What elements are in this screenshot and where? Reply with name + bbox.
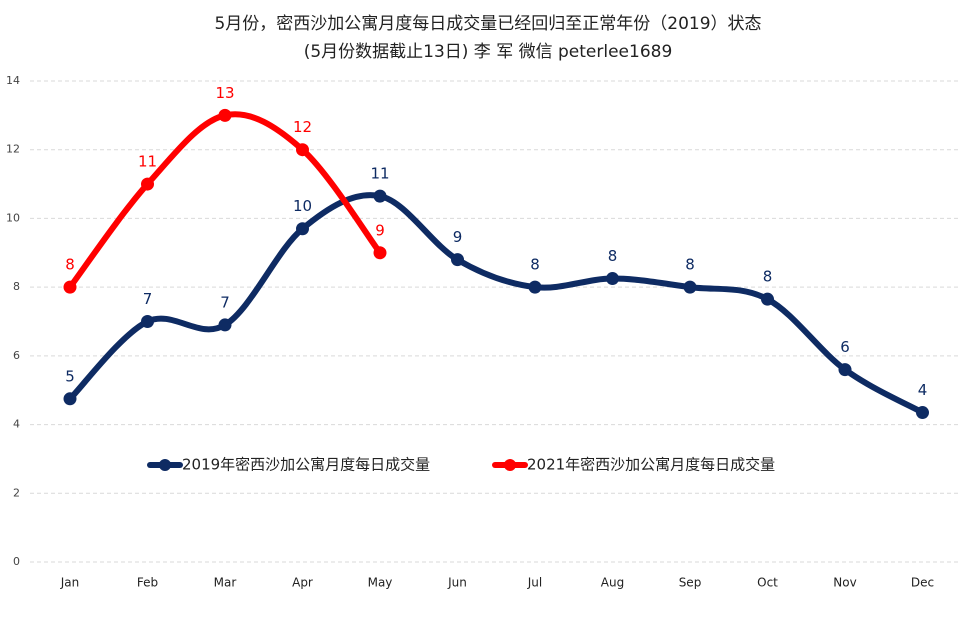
data-label: 8 — [685, 256, 695, 274]
x-tick-label: Sep — [679, 576, 702, 590]
data-label: 7 — [220, 293, 230, 311]
x-tick-label: Dec — [911, 576, 934, 590]
data-label: 12 — [293, 118, 312, 136]
data-point — [296, 222, 309, 236]
data-label: 8 — [763, 268, 773, 286]
data-point — [218, 318, 232, 332]
data-point — [63, 280, 77, 294]
x-tick-label: Oct — [757, 576, 778, 590]
chart-subtitle: (5月份数据截止13日) 李 军 微信 peterlee1689 — [304, 42, 673, 62]
data-label: 6 — [840, 338, 850, 356]
data-label: 5 — [65, 367, 75, 385]
data-point — [916, 406, 929, 420]
x-tick-label: Mar — [214, 576, 237, 590]
data-point — [683, 280, 697, 294]
x-tick-label: Nov — [833, 576, 856, 590]
y-tick-label: 6 — [13, 349, 20, 362]
x-tick-label: Aug — [601, 576, 624, 590]
legend-marker — [504, 459, 516, 471]
data-point — [141, 177, 154, 191]
legend-label: 2021年密西沙加公寓月度每日成交量 — [527, 456, 775, 474]
data-label: 8 — [530, 256, 540, 274]
y-tick-label: 8 — [13, 280, 20, 293]
data-label: 8 — [65, 256, 75, 274]
data-label: 11 — [370, 165, 389, 183]
y-tick-label: 0 — [13, 555, 20, 568]
data-label: 8 — [608, 247, 618, 265]
data-label: 7 — [143, 290, 153, 308]
legend-marker — [159, 459, 171, 471]
y-tick-label: 2 — [13, 486, 20, 499]
data-point — [761, 292, 774, 306]
y-tick-label: 4 — [13, 418, 20, 431]
data-label: 13 — [215, 84, 234, 102]
data-label: 4 — [918, 381, 928, 399]
x-tick-label: Apr — [292, 576, 313, 590]
y-tick-label: 14 — [6, 74, 20, 87]
data-label: 9 — [453, 228, 463, 246]
data-point — [528, 280, 542, 294]
data-point — [141, 315, 154, 328]
data-label: 10 — [293, 197, 312, 215]
chart-title: 5月份，密西沙加公寓月度每日成交量已经回归至正常年份（2019）状态 — [214, 14, 761, 34]
data-point — [451, 253, 464, 267]
series-line — [67, 192, 926, 416]
data-label: 9 — [375, 221, 385, 239]
data-point — [373, 246, 387, 260]
data-point — [218, 108, 232, 122]
data-point — [373, 189, 387, 203]
y-tick-label: 12 — [6, 143, 20, 156]
data-point — [296, 143, 309, 157]
x-tick-label: May — [368, 576, 393, 590]
data-point — [606, 272, 619, 286]
x-tick-label: Jul — [527, 576, 542, 590]
data-point — [838, 363, 852, 377]
x-tick-label: Jan — [60, 576, 80, 590]
x-tick-label: Jun — [447, 576, 467, 590]
legend-label: 2019年密西沙加公寓月度每日成交量 — [182, 456, 430, 474]
data-label: 11 — [138, 153, 157, 171]
data-point — [63, 392, 77, 406]
x-tick-label: Feb — [137, 576, 158, 590]
y-tick-label: 10 — [6, 211, 20, 224]
